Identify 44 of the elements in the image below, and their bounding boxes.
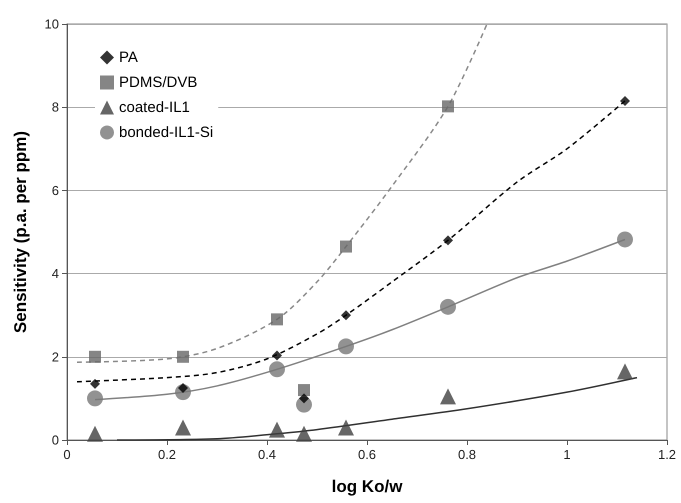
point <box>617 363 633 380</box>
point <box>298 384 310 396</box>
point <box>177 350 189 363</box>
x-tick-label: 0.8 <box>458 447 476 462</box>
point <box>299 393 309 404</box>
x-tick-label: 0.4 <box>258 447 276 462</box>
point <box>89 350 101 363</box>
y-axis-title: Sensitivity (p.a. per ppm) <box>11 130 30 334</box>
y-tick-label: 6 <box>52 182 59 198</box>
legend-label: PA <box>119 49 138 66</box>
point <box>175 420 191 436</box>
legend-label: bonded-IL1-Si <box>119 124 214 141</box>
legend-label: coated-IL1 <box>119 99 190 116</box>
x-tick-label: 1.2 <box>658 447 676 462</box>
y-tick-label: 4 <box>52 266 59 282</box>
x-tick-label: 0 <box>63 447 71 462</box>
point <box>87 426 103 442</box>
point <box>440 388 456 404</box>
x-tick-label: 1 <box>563 447 571 462</box>
x-tick-label: 0.2 <box>158 447 176 462</box>
point <box>440 298 456 315</box>
point <box>340 240 352 253</box>
point <box>90 378 100 389</box>
point <box>338 338 354 354</box>
point <box>87 390 103 406</box>
line-series <box>116 376 638 441</box>
x-axis-title: log Ko/w <box>332 477 404 496</box>
y-tick-label: 8 <box>52 100 59 115</box>
point <box>271 313 283 326</box>
point <box>341 310 351 320</box>
y-tick-label: 2 <box>52 349 59 364</box>
point <box>617 231 633 248</box>
x-tick-label: 0.6 <box>358 447 376 462</box>
y-tick-label: 0 <box>52 432 59 448</box>
point <box>443 235 453 246</box>
point <box>296 426 312 442</box>
y-tick-label: 10 <box>44 16 59 32</box>
point <box>442 100 454 112</box>
point <box>620 96 630 106</box>
point <box>272 350 282 361</box>
point <box>269 422 285 438</box>
legend-label: PDMS/DVB <box>119 74 198 91</box>
point <box>338 420 354 436</box>
point <box>269 361 285 378</box>
